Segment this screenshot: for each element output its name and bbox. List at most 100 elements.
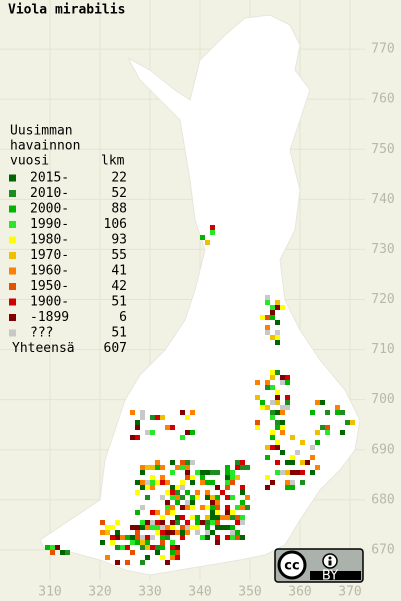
occurrence-square [205,535,210,540]
occurrence-square [190,480,195,485]
occurrence-square [130,410,135,415]
occurrence-square [190,505,195,510]
occurrence-square [270,480,275,485]
occurrence-square [50,550,55,555]
occurrence-square [165,425,170,430]
occurrence-square [240,485,245,490]
occurrence-square [350,420,355,425]
occurrence-square [50,545,55,550]
legend-swatch [9,283,16,290]
occurrence-square [265,380,270,385]
occurrence-square [265,405,270,410]
occurrence-square [340,430,345,435]
occurrence-square [240,465,245,470]
occurrence-square [180,410,185,415]
occurrence-square [190,525,195,530]
occurrence-square [100,530,105,535]
occurrence-square [135,530,140,535]
occurrence-square [115,560,120,565]
occurrence-square [145,525,150,530]
x-tick-label: 360 [288,585,311,600]
occurrence-square [155,530,160,535]
occurrence-square [180,480,185,485]
occurrence-square [210,480,215,485]
occurrence-square [200,535,205,540]
occurrence-square [140,410,145,415]
occurrence-square [275,470,280,475]
occurrence-square [280,380,285,385]
occurrence-square [220,525,225,530]
occurrence-square [170,425,175,430]
occurrence-square [170,530,175,535]
occurrence-square [225,465,230,470]
license-badge: cc BY [274,548,364,584]
occurrence-square [155,465,160,470]
occurrence-square [175,530,180,535]
occurrence-square [290,470,295,475]
x-tick-label: 310 [38,585,61,600]
occurrence-square [170,490,175,495]
occurrence-square [120,545,125,550]
occurrence-square [235,535,240,540]
occurrence-square [135,420,140,425]
occurrence-square [150,510,155,515]
occurrence-square [140,560,145,565]
occurrence-square [175,490,180,495]
occurrence-square [195,515,200,520]
occurrence-square [245,495,250,500]
occurrence-square [245,505,250,510]
occurrence-square [180,435,185,440]
occurrence-square [140,535,145,540]
occurrence-square [165,525,170,530]
occurrence-square [145,495,150,500]
occurrence-square [160,525,165,530]
occurrence-square [190,430,195,435]
occurrence-square [200,475,205,480]
occurrence-square [180,530,185,535]
legend-label: 1990- [30,217,69,232]
legend-label: 2015- [30,171,69,186]
occurrence-square [275,340,280,345]
occurrence-square [170,460,175,465]
occurrence-square [185,460,190,465]
legend-count: 51 [111,326,127,341]
occurrence-square [230,495,235,500]
occurrence-square [150,415,155,420]
occurrence-square [160,535,165,540]
occurrence-square [215,485,220,490]
occurrence-square [315,440,320,445]
occurrence-square [235,530,240,535]
occurrence-square [275,330,280,335]
occurrence-square [275,400,280,405]
occurrence-square [145,540,150,545]
occurrence-square [240,535,245,540]
occurrence-square [255,395,260,400]
occurrence-square [225,470,230,475]
occurrence-square [280,425,285,430]
legend-label: 1960- [30,264,69,279]
occurrence-square [210,230,215,235]
legend-label: 1950- [30,279,69,294]
occurrence-square [115,535,120,540]
occurrence-square [205,520,210,525]
occurrence-square [285,470,290,475]
occurrence-square [175,545,180,550]
occurrence-square [155,460,160,465]
occurrence-square [145,480,150,485]
occurrence-square [285,480,290,485]
occurrence-square [255,425,260,430]
occurrence-square [175,465,180,470]
occurrence-square [60,550,65,555]
occurrence-square [225,525,230,530]
legend-count: 93 [111,233,127,248]
occurrence-square [280,410,285,415]
occurrence-square [115,520,120,525]
occurrence-square [110,525,115,530]
occurrence-square [165,510,170,515]
occurrence-square [225,515,230,520]
occurrence-square [170,495,175,500]
occurrence-square [140,480,145,485]
occurrence-square [275,395,280,400]
occurrence-square [170,540,175,545]
